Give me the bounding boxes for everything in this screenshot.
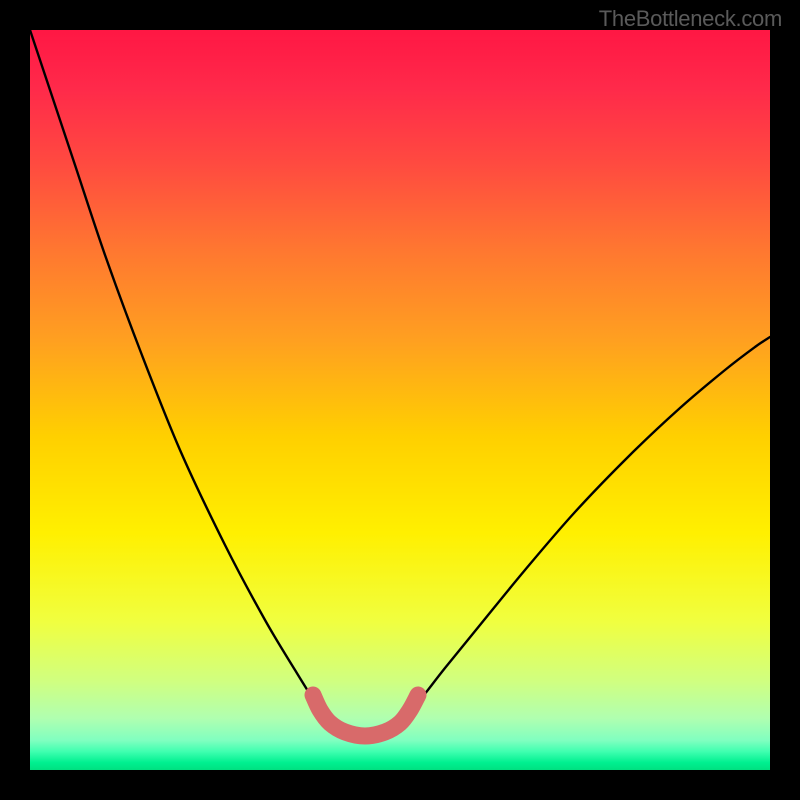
chart-plot-area — [30, 30, 770, 770]
gradient-background — [30, 30, 770, 770]
chart-svg — [30, 30, 770, 770]
watermark-text: TheBottleneck.com — [599, 6, 782, 32]
